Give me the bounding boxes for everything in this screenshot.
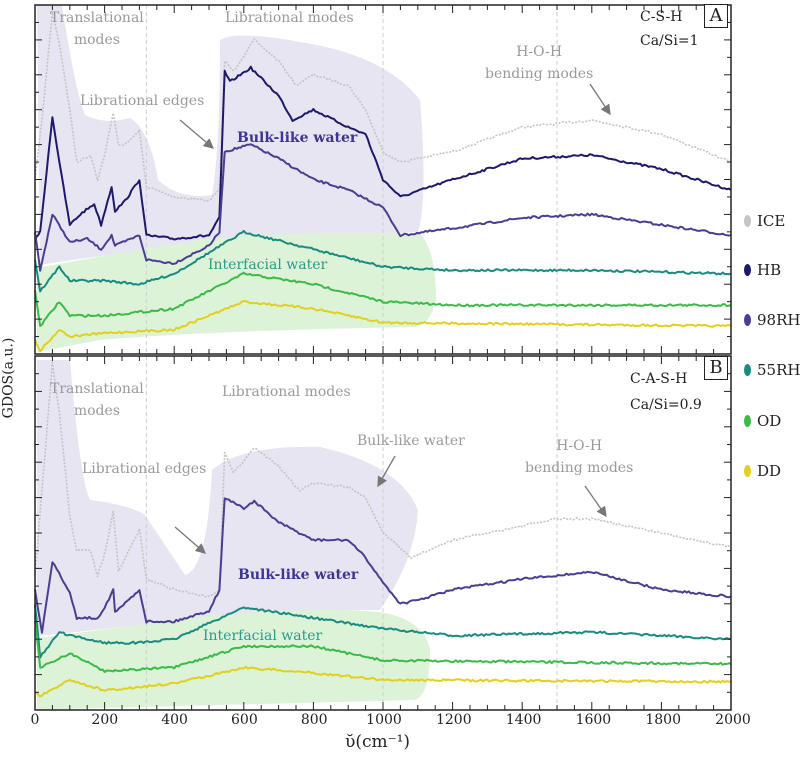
annotation-interfacial-water-b: Interfacial water <box>203 628 323 644</box>
bulk-water-region <box>37 360 418 636</box>
annotation-hoh-bending-b: H-O-H bending modes <box>525 435 633 479</box>
annotation-translational-modes-a: Translational modes <box>50 7 144 51</box>
series-line-od-panel-b <box>34 620 732 673</box>
x-tick-label: 1400 <box>505 712 542 728</box>
panel-b-system: C-A-S-H <box>630 371 688 387</box>
annotation-bulk-water-a: Bulk-like water <box>237 130 358 146</box>
legend-label: ICE <box>757 212 786 230</box>
series-line-dd-panel-b <box>34 665 732 698</box>
panel-b-label: B <box>704 356 728 380</box>
annotation-arrow <box>179 119 214 149</box>
annotation-interfacial-water-a: Interfacial water <box>208 257 328 273</box>
legend-label: HB <box>757 261 782 279</box>
annotation-line: bending modes <box>525 460 634 476</box>
x-axis-label: ῠ(cm⁻¹) <box>345 732 411 752</box>
legend-item-od: OD <box>744 412 781 430</box>
x-tick-label: 1600 <box>575 712 612 728</box>
annotation-arrow <box>584 485 607 518</box>
annotation-bulk-water-ice-b: Bulk-like water <box>357 433 465 449</box>
x-tick-label: 1200 <box>435 712 472 728</box>
x-tick-label: 1000 <box>366 712 402 728</box>
legend-marker <box>744 264 751 276</box>
series-line-55rh-panel-a <box>34 229 732 293</box>
panel-b-ratio: Ca/Si=0.9 <box>630 397 702 413</box>
y-axis-label: GDOS(a.u.) <box>0 337 17 419</box>
legend-marker <box>744 314 751 326</box>
x-tick-label: 600 <box>231 712 258 728</box>
legend-item-hb: HB <box>744 261 781 279</box>
series-line-98rh-panel-a <box>34 143 732 272</box>
annotation-line: modes <box>73 403 120 419</box>
x-tick-label: 200 <box>91 712 119 728</box>
annotation-librational-edges-a: Librational edges <box>80 93 205 109</box>
annotation-librational-modes-a: Librational modes <box>225 10 354 26</box>
legend-item-ice: ICE <box>744 212 785 230</box>
series-line-ice-panel-a <box>34 11 732 202</box>
panel-a-ratio: Ca/Si=1 <box>640 33 699 49</box>
legend-marker <box>744 465 751 477</box>
annotation-line: bending modes <box>485 66 594 82</box>
annotation-line: H-O-H <box>556 438 603 454</box>
annotation-arrow <box>174 526 206 554</box>
x-tick-label: 1800 <box>645 712 682 728</box>
annotation-librational-modes-b: Librational modes <box>222 384 351 400</box>
x-tick-label: 2000 <box>715 712 751 728</box>
x-tick-label: 400 <box>161 712 188 728</box>
annotation-line: H-O-H <box>516 44 563 60</box>
legend-label: DD <box>757 462 782 480</box>
annotation-line: modes <box>73 32 120 48</box>
panel-a-label: A <box>704 4 728 28</box>
bulk-water-region <box>37 5 424 265</box>
annotation-hoh-bending-a: H-O-H bending modes <box>485 41 593 85</box>
panel-a-system: C-S-H <box>640 9 683 25</box>
annotation-arrow <box>377 455 396 488</box>
series-line-dd-panel-a <box>34 300 732 353</box>
series-line-55rh-panel-b <box>34 604 732 659</box>
legend-marker <box>744 415 751 427</box>
annotation-line: Translational <box>50 381 144 397</box>
legend-label: OD <box>757 412 782 430</box>
legend-label: 98RH <box>757 311 801 329</box>
x-tick-label: 0 <box>30 712 40 728</box>
legend-item-dd: DD <box>744 462 781 480</box>
legend-item-98rh: 98RH <box>744 311 800 329</box>
series-line-ice-panel-b <box>34 361 732 598</box>
series-line-98rh-panel-b <box>34 497 732 634</box>
interfacial-water-region <box>37 232 436 352</box>
legend-item-55rh: 55RH <box>744 361 800 379</box>
annotation-bulk-water-b: Bulk-like water <box>238 567 359 583</box>
legend-label: 55RH <box>757 361 801 379</box>
annotation-librational-edges-b: Librational edges <box>82 461 207 477</box>
legend-marker <box>744 215 751 227</box>
annotation-line: Translational <box>50 10 144 26</box>
x-tick-label: 800 <box>300 712 328 728</box>
annotation-translational-modes-b: Translational modes <box>50 378 144 422</box>
series-line-od-panel-a <box>34 271 732 327</box>
series-line-hb-panel-a <box>34 65 732 241</box>
interfacial-water-region <box>37 609 430 710</box>
annotation-arrow <box>589 83 611 116</box>
legend-marker <box>744 364 751 376</box>
